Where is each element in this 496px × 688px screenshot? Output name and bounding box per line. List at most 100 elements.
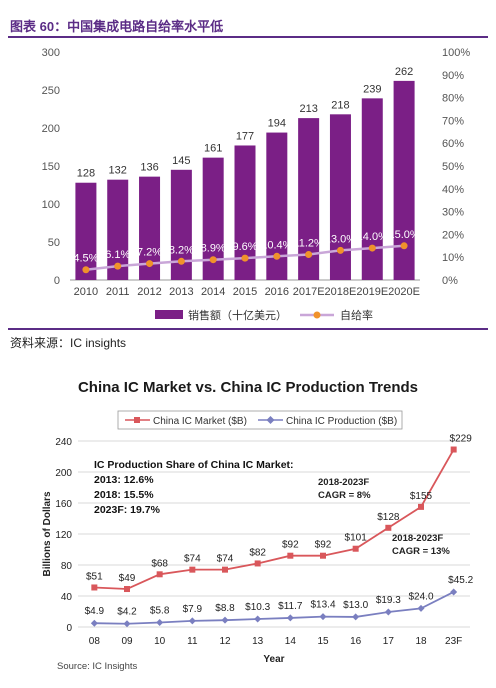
rate-marker — [114, 262, 122, 270]
bar-value-label: 132 — [109, 165, 127, 177]
share-text-line: 2013: 12.6% — [94, 474, 154, 486]
production-marker — [286, 614, 294, 622]
market-marker — [320, 552, 326, 559]
chart1-source: 资料来源：IC insights — [10, 336, 127, 350]
market-value-label: $74 — [184, 554, 201, 565]
x-tick-label: 18 — [415, 636, 427, 647]
production-line — [94, 591, 455, 625]
share-text-line: 2018: 15.5% — [94, 489, 154, 501]
x-tick-label: 2019E — [356, 286, 388, 298]
share-text-line: IC Production Share of China IC Market: — [94, 459, 294, 471]
x-tick-label: 2017E — [293, 286, 325, 298]
bar — [107, 179, 129, 280]
left-tick-label: 300 — [42, 47, 60, 59]
production-value-label: $4.9 — [85, 606, 105, 617]
x-tick-label: 14 — [285, 636, 297, 647]
legend-bar-swatch — [155, 310, 183, 319]
production-value-label: $8.8 — [215, 603, 235, 614]
x-tick-label: 15 — [317, 636, 329, 647]
right-tick-label: 70% — [442, 115, 464, 127]
production-value-label: $13.4 — [310, 600, 335, 611]
right-tick-label: 0% — [442, 275, 458, 287]
x-tick-label: 2018E — [325, 286, 357, 298]
caption-rule-bottom — [8, 328, 488, 330]
chart2-title: China IC Market vs. China IC Production … — [78, 379, 418, 396]
market-value-label: $68 — [151, 558, 168, 569]
bar-value-label: 262 — [395, 66, 413, 78]
production-value-label: $19.3 — [376, 595, 401, 606]
bar — [361, 98, 383, 280]
right-tick-label: 10% — [442, 252, 464, 264]
left-tick-label: 150 — [42, 161, 60, 173]
production-marker — [90, 619, 98, 627]
production-value-label: $13.0 — [343, 600, 368, 611]
right-tick-label: 20% — [442, 229, 464, 241]
legend-bar-label: 销售额（十亿美元） — [188, 308, 287, 322]
rate-value-label: 7.2% — [137, 247, 162, 259]
x-tick-label: 2014 — [201, 286, 225, 298]
rate-value-label: 4.5% — [73, 253, 98, 265]
market-value-label: $128 — [377, 512, 400, 523]
production-value-label: $4.2 — [117, 607, 137, 618]
legend-production-label: China IC Production ($B) — [286, 416, 397, 427]
left-tick-label: 50 — [48, 237, 60, 249]
bar — [202, 157, 224, 280]
rate-value-label: 14.0% — [357, 231, 388, 243]
rate-marker — [177, 257, 185, 265]
bar — [298, 118, 320, 281]
cagr-production-line: CAGR = 13% — [392, 546, 450, 557]
x-tick-label: 17 — [383, 636, 395, 647]
market-value-label: $92 — [282, 540, 299, 551]
market-value-label: $82 — [249, 547, 266, 558]
x-tick-label: 10 — [154, 636, 166, 647]
rate-marker — [82, 266, 90, 274]
x-tick-label: 2020E — [388, 286, 420, 298]
y-tick-label: 40 — [61, 592, 73, 603]
legend-production-marker — [266, 416, 275, 424]
x-tick-label: 11 — [187, 636, 198, 647]
right-tick-label: 40% — [442, 184, 464, 196]
bar-value-label: 213 — [299, 103, 317, 115]
y-tick-label: 0 — [66, 623, 72, 634]
market-value-label: $101 — [345, 533, 368, 544]
x-tick-label: 13 — [252, 636, 264, 647]
cagr-market-line: 2018-2023F — [318, 477, 369, 488]
market-value-label: $51 — [86, 571, 103, 582]
rate-value-label: 11.2% — [293, 237, 324, 249]
production-marker — [123, 620, 131, 628]
bar — [170, 169, 192, 280]
market-value-label: $229 — [450, 434, 473, 445]
market-line — [94, 449, 455, 590]
market-marker — [450, 446, 457, 453]
share-text-line: 2023F: 19.7% — [94, 504, 161, 516]
production-value-label: $7.9 — [183, 604, 203, 615]
x-tick-label: 2015 — [233, 286, 257, 298]
rate-marker — [209, 256, 217, 264]
bar-value-label: 128 — [77, 168, 95, 180]
right-tick-label: 60% — [442, 138, 464, 150]
right-tick-label: 50% — [442, 161, 464, 173]
rate-marker — [146, 260, 154, 268]
chart1-svg: 0 50 100 150 200 250 300 0% 10% 20% 30% 40% 50% 60% 70… — [42, 47, 471, 322]
production-value-label: $45.2 — [448, 575, 473, 586]
production-marker — [188, 617, 196, 625]
bar-value-label: 218 — [331, 99, 349, 111]
right-tick-label: 90% — [442, 70, 464, 82]
market-value-label: $92 — [315, 540, 332, 551]
bar — [75, 182, 97, 280]
chart1-caption: 图表 60：中国集成电路自给率水平低 — [10, 19, 224, 34]
production-value-label: $11.7 — [278, 601, 303, 612]
bar — [393, 80, 415, 280]
legend-line-marker — [313, 311, 321, 319]
bar-value-label: 136 — [140, 162, 158, 174]
rate-value-label: 10.4% — [261, 239, 292, 251]
production-marker — [156, 619, 164, 627]
rate-marker — [305, 250, 313, 258]
left-tick-label: 250 — [42, 85, 60, 97]
bar — [329, 114, 351, 280]
market-marker — [124, 586, 130, 593]
market-marker — [91, 584, 98, 591]
y-tick-label: 80 — [61, 561, 73, 572]
production-value-label: $5.8 — [150, 606, 170, 617]
rate-value-label: 9.6% — [232, 241, 257, 253]
